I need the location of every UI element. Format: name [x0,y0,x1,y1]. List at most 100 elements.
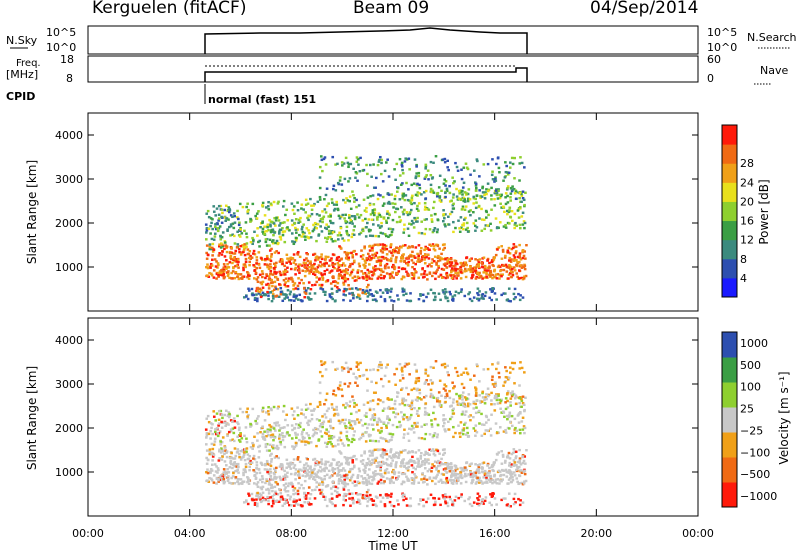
heatmap-cell [315,276,319,279]
heatmap-cell [514,245,518,248]
heatmap-cell [288,465,291,469]
heatmap-cell [510,480,513,484]
heatmap-cell [477,470,481,473]
heatmap-cell [523,472,527,476]
heatmap-cell [437,275,441,278]
heatmap-cell [512,266,516,269]
heatmap-cell [324,441,327,445]
heatmap-cell [316,463,320,466]
heatmap-cell [441,448,445,452]
heatmap-cell [293,473,297,476]
heatmap-cell [443,178,446,181]
heatmap-cell [253,269,256,272]
heatmap-cell [255,278,259,281]
heatmap-cell [330,492,334,496]
heatmap-cell [446,159,449,163]
heatmap-cell [523,267,527,271]
heatmap-cell [351,291,354,295]
heatmap-cell [462,224,465,227]
heatmap-cell [474,184,478,187]
heatmap-cell [258,290,262,294]
heatmap-cell [473,429,477,433]
heatmap-cell [422,254,425,258]
heatmap-cell [438,461,442,464]
heatmap-cell [448,184,451,188]
heatmap-cell [314,474,318,477]
heatmap-cell [496,453,499,456]
heatmap-cell [378,226,382,229]
heatmap-cell [513,382,516,385]
heatmap-cell [318,176,322,179]
heatmap-cell [417,231,421,235]
heatmap-cell [214,430,217,434]
heatmap-cell [435,448,438,451]
heatmap-cell [420,193,423,196]
heatmap-cell [514,501,517,504]
heatmap-cell [359,460,363,463]
heatmap-cell [392,470,396,473]
y-tick-label: 3000 [55,378,83,391]
heatmap-cell [490,173,494,177]
heatmap-cell [270,408,273,412]
heatmap-cell [412,482,416,485]
heatmap-cell [417,244,421,247]
heatmap-cell [387,471,390,474]
heatmap-cell [328,271,331,274]
heatmap-cell [298,476,301,480]
heatmap-cell [388,479,392,483]
heatmap-cell [327,225,330,228]
heatmap-cell [483,469,487,473]
heatmap-cell [384,461,388,465]
heatmap-cell [405,158,409,161]
heatmap-cell [218,448,221,451]
heatmap-cell [361,229,365,233]
heatmap-cell [324,211,328,214]
heatmap-cell [456,169,460,172]
heatmap-cell [315,213,319,216]
heatmap-cell [428,468,431,471]
heatmap-cell [471,273,475,277]
heatmap-cell [222,471,226,474]
heatmap-cell [475,431,479,434]
heatmap-cell [279,222,282,225]
heatmap-cell [523,408,526,412]
heatmap-cell [246,202,249,205]
heatmap-cell [338,384,342,387]
heatmap-cell [259,430,262,434]
heatmap-cell [356,384,359,387]
heatmap-cell [464,162,468,165]
heatmap-cell [242,501,246,504]
heatmap-cell [372,476,375,480]
heatmap-cell [239,478,243,481]
heatmap-cell [209,232,212,235]
heatmap-cell [304,443,307,446]
heatmap-cell [368,454,372,457]
heatmap-cell [513,431,516,435]
heatmap-cell [413,201,416,205]
heatmap-cell [397,503,400,506]
heatmap-cell [477,498,480,502]
heatmap-cell [238,426,241,429]
heatmap-cell [224,424,228,428]
y-tick-label: 1000 [55,466,83,479]
heatmap-cell [359,255,363,258]
heatmap-cell [326,255,330,259]
heatmap-cell [261,435,264,438]
heatmap-cell [384,288,388,291]
heatmap-cell [517,292,520,296]
heatmap-cell [433,417,437,421]
heatmap-cell [355,296,359,299]
heatmap-cell [305,432,309,435]
heatmap-cell [243,243,247,246]
heatmap-cell [476,477,479,481]
heatmap-cell [344,361,348,365]
heatmap-cell [242,250,245,254]
heatmap-cell [385,272,389,275]
heatmap-cell [345,231,349,234]
heatmap-cell [424,247,428,250]
heatmap-cell [519,410,522,414]
heatmap-cell [347,163,351,166]
heatmap-cell [271,281,274,284]
heatmap-cell [499,474,502,478]
heatmap-cell [249,218,253,221]
